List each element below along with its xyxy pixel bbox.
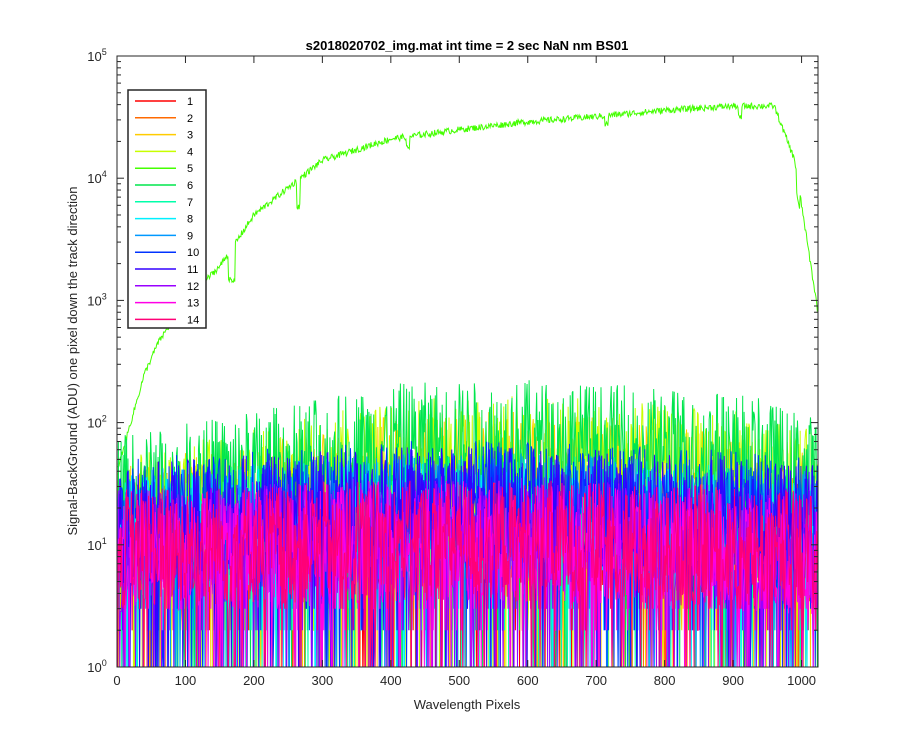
x-tick-label: 700 (585, 673, 607, 688)
y-tick-label: 103 (87, 291, 106, 308)
legend-label: 1 (187, 96, 193, 108)
y-tick-label-exponent: 0 (102, 658, 107, 668)
x-axis-ticks: 0 100 200 300 400 500 600 700 800 900 1000 (113, 56, 816, 688)
series-line-5 (117, 101, 818, 468)
legend-label: 3 (187, 130, 193, 142)
legend-label: 11 (187, 264, 198, 276)
legend-label: 6 (187, 180, 193, 192)
x-tick-label: 1000 (787, 673, 816, 688)
legend-label: 8 (187, 214, 193, 226)
y-tick-label-base: 10 (87, 49, 101, 64)
legend-label: 5 (187, 163, 193, 175)
y-tick-label-base: 10 (87, 416, 101, 431)
x-tick-label: 800 (654, 673, 676, 688)
series-lines (117, 101, 818, 667)
x-tick-label: 0 (113, 673, 120, 688)
y-tick-label-base: 10 (87, 660, 101, 675)
x-tick-label: 600 (517, 673, 539, 688)
axes-box (116, 55, 819, 668)
y-tick-label-exponent: 4 (102, 169, 107, 179)
legend-box (127, 89, 207, 329)
x-axis-label: Wavelength Pixels (414, 697, 521, 712)
x-tick-label: 500 (448, 673, 470, 688)
legend-label: 9 (187, 230, 193, 242)
y-tick-label-exponent: 3 (102, 291, 107, 301)
y-tick-label: 102 (87, 414, 106, 431)
y-tick-label: 105 (87, 47, 106, 64)
series-line-14 (117, 480, 818, 667)
x-tick-label: 400 (380, 673, 402, 688)
legend-label: 7 (187, 197, 193, 209)
legend-label: 12 (187, 281, 199, 293)
y-tick-label-exponent: 5 (102, 47, 107, 57)
legend-label: 14 (187, 314, 199, 326)
y-axis-label: Signal-BackGround (ADU) one pixel down t… (65, 186, 80, 535)
y-tick-label-base: 10 (87, 171, 101, 186)
x-tick-label: 100 (175, 673, 197, 688)
legend-label: 13 (187, 298, 199, 310)
y-tick-label-exponent: 2 (102, 414, 107, 424)
y-tick-label-base: 10 (87, 293, 101, 308)
y-tick-label: 101 (87, 536, 106, 553)
x-tick-label: 200 (243, 673, 265, 688)
y-tick-label-base: 10 (87, 538, 101, 553)
x-tick-label: 300 (312, 673, 334, 688)
legend-label: 4 (187, 146, 193, 158)
legend-label: 2 (187, 113, 193, 125)
y-tick-label: 100 (87, 658, 106, 675)
y-tick-label-exponent: 1 (102, 536, 107, 546)
plot-area: 0 100 200 300 400 500 600 700 800 900 1000 1001011… (87, 47, 819, 688)
y-tick-label: 104 (87, 169, 106, 186)
chart-title: s2018020702_img.mat int time = 2 sec NaN… (306, 38, 629, 53)
x-tick-label: 900 (722, 673, 744, 688)
legend-label: 10 (187, 247, 199, 259)
